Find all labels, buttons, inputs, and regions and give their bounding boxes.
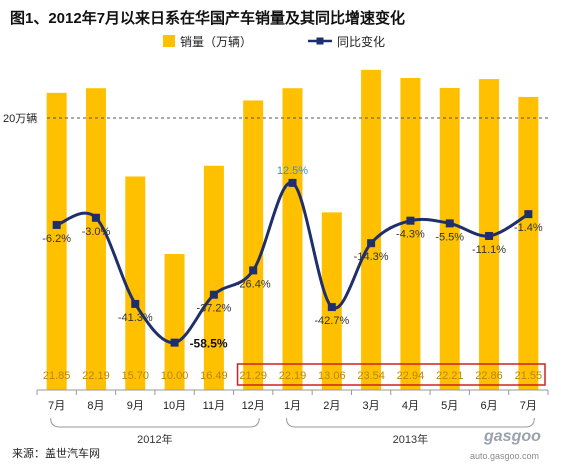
x-tick-label: 9月: [127, 400, 144, 412]
bar-value-label: 22.19: [279, 370, 307, 382]
reference-line-group: 20万辆: [3, 111, 548, 125]
x-tick-label: 7月: [520, 400, 537, 412]
bar-value-label: 15.70: [122, 370, 150, 382]
line-value-label: -4.3%: [396, 229, 425, 241]
highlight-box-group: [236, 363, 546, 386]
bar: [282, 88, 303, 390]
line-series: [52, 178, 533, 347]
bar: [321, 212, 342, 390]
line-value-label: -11.1%: [472, 244, 506, 256]
line-marker: [52, 220, 61, 229]
line-value-label: 12.5%: [277, 165, 308, 177]
x-tick-label: 2月: [323, 400, 340, 412]
line-value-labels: -6.2% -3.0% -41.3% -58.5% -37.2% -26.4% 12.5% -…: [42, 165, 543, 351]
bar: [518, 96, 539, 391]
bar: [164, 254, 185, 390]
bar-value-label: 21.55: [515, 370, 543, 382]
bar-value-label: 22.19: [82, 370, 110, 382]
x-tick-label: 5月: [441, 400, 458, 412]
x-tick-label: 1月: [284, 400, 301, 412]
line-value-label: -26.4%: [236, 278, 271, 290]
x-tick-label: 3月: [363, 400, 380, 412]
x-tick-label: 12月: [242, 400, 265, 412]
bar-series: [46, 69, 539, 391]
bar-value-label: 10.00: [161, 370, 189, 382]
year-bracket: [286, 417, 535, 428]
legend-line-label: 同比变化: [337, 34, 385, 49]
bar-value-label: 22.86: [475, 370, 503, 382]
bar-value-label: 23.54: [357, 370, 385, 382]
x-tick-label: 7月: [48, 400, 65, 412]
x-tick-label: 8月: [87, 400, 104, 412]
x-tick-label: 11月: [203, 400, 225, 412]
line-marker: [131, 299, 140, 308]
line-marker: [367, 239, 376, 248]
bar: [361, 69, 382, 390]
bar-value-label: 22.21: [436, 370, 464, 382]
watermark-logo: gasgoo: [483, 428, 541, 445]
line-marker: [445, 219, 454, 228]
line-marker: [406, 216, 415, 225]
bar-value-label: 21.85: [43, 370, 71, 382]
line-value-label: -5.5%: [435, 231, 464, 243]
year-bracket: [50, 417, 260, 428]
line-marker: [249, 266, 258, 275]
line-value-label: -6.2%: [42, 233, 71, 245]
line-marker: [91, 213, 100, 222]
watermark-url: auto.gasgoo.com: [470, 451, 539, 461]
source-note: 来源：盖世汽车网: [12, 446, 100, 460]
bar: [243, 100, 264, 391]
bar: [85, 88, 106, 390]
legend-bar-swatch: [163, 35, 175, 47]
line-value-label: -3.0%: [82, 226, 111, 238]
reference-line-label: 20万辆: [3, 111, 37, 125]
line-marker: [170, 338, 179, 347]
bar: [203, 165, 224, 390]
highlight-box: [236, 363, 546, 386]
bar: [439, 87, 460, 390]
bar-value-labels: 21.85 22.19 15.70 10.00 16.49 21.29 22.19 13.06…: [43, 370, 542, 382]
bar-value-label: 16.49: [200, 370, 228, 382]
x-tick-label: 4月: [402, 400, 419, 412]
line-value-label: -42.7%: [314, 315, 349, 327]
year-label: 2012年: [137, 432, 172, 446]
legend: 销量（万辆） 同比变化: [163, 34, 385, 49]
bar: [400, 78, 421, 391]
line-value-label: -41.3%: [118, 312, 153, 324]
x-tick-label: 10月: [163, 400, 186, 412]
line-value-label: -14.3%: [354, 251, 389, 263]
line-marker: [327, 303, 336, 312]
bar-value-label: 22.94: [397, 370, 425, 382]
line-marker: [485, 231, 494, 240]
bar-value-label: 13.06: [318, 370, 346, 382]
line-value-label: -1.4%: [514, 222, 543, 234]
x-axis: 7月 8月 9月 10月 11月 12月 1月 2月 3月 4月 5月 6月 7月 2012年 2013年: [36, 389, 549, 446]
line-marker: [524, 210, 533, 219]
bar-value-label: 21.29: [239, 370, 267, 382]
line-value-label: -58.5%: [190, 337, 228, 351]
legend-bar-label: 销量（万辆）: [180, 35, 252, 49]
year-label: 2013年: [393, 432, 428, 446]
legend-line-marker: [316, 37, 324, 45]
line-marker: [288, 178, 297, 187]
bar: [125, 176, 146, 390]
bar: [46, 92, 67, 390]
line-value-label: -37.2%: [196, 303, 231, 315]
chart-title: 图1、2012年7月以来日系在华国产车销量及其同比增速变化: [10, 9, 405, 27]
line-marker: [209, 290, 218, 299]
x-tick-label: 6月: [480, 400, 497, 412]
